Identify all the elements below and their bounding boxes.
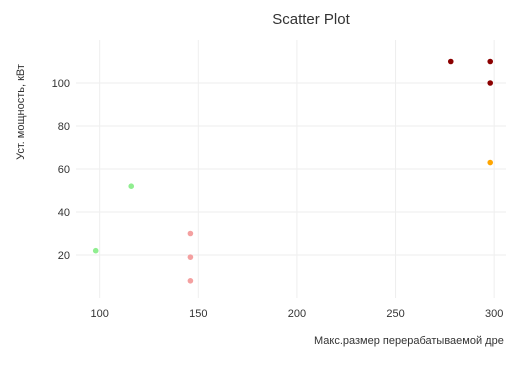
scatter-point[interactable] <box>187 278 194 284</box>
scatter-point[interactable] <box>487 159 494 166</box>
x-tick-label: 100 <box>90 308 108 320</box>
y-tick-label: 40 <box>58 207 70 219</box>
scatter-point[interactable] <box>447 58 454 65</box>
x-tick-label: 250 <box>386 308 404 320</box>
x-tick-label: 150 <box>189 308 207 320</box>
y-tick-label: 20 <box>58 250 70 262</box>
y-tick-label: 100 <box>52 78 70 90</box>
y-tick-label: 60 <box>58 164 70 176</box>
scatter-point[interactable] <box>487 80 494 86</box>
scatter-point[interactable] <box>92 247 99 254</box>
scatter-point[interactable] <box>187 254 194 260</box>
scatter-point[interactable] <box>187 230 194 237</box>
grid-lines <box>76 40 506 298</box>
x-tick-label: 300 <box>485 308 503 320</box>
x-axis-label: Макс.размер перерабатываемой дре <box>314 335 504 347</box>
scatter-point[interactable] <box>128 183 135 189</box>
x-tick-label: 200 <box>288 308 306 320</box>
y-axis-label: Уст. мощность, кВт <box>15 64 27 160</box>
scatter-point[interactable] <box>487 58 494 65</box>
tick-labels: 100 150 200 250 300 20 40 60 80 100 <box>52 78 504 320</box>
data-points <box>92 58 494 284</box>
y-tick-label: 80 <box>58 121 70 133</box>
chart-title: Scatter Plot <box>272 11 350 28</box>
